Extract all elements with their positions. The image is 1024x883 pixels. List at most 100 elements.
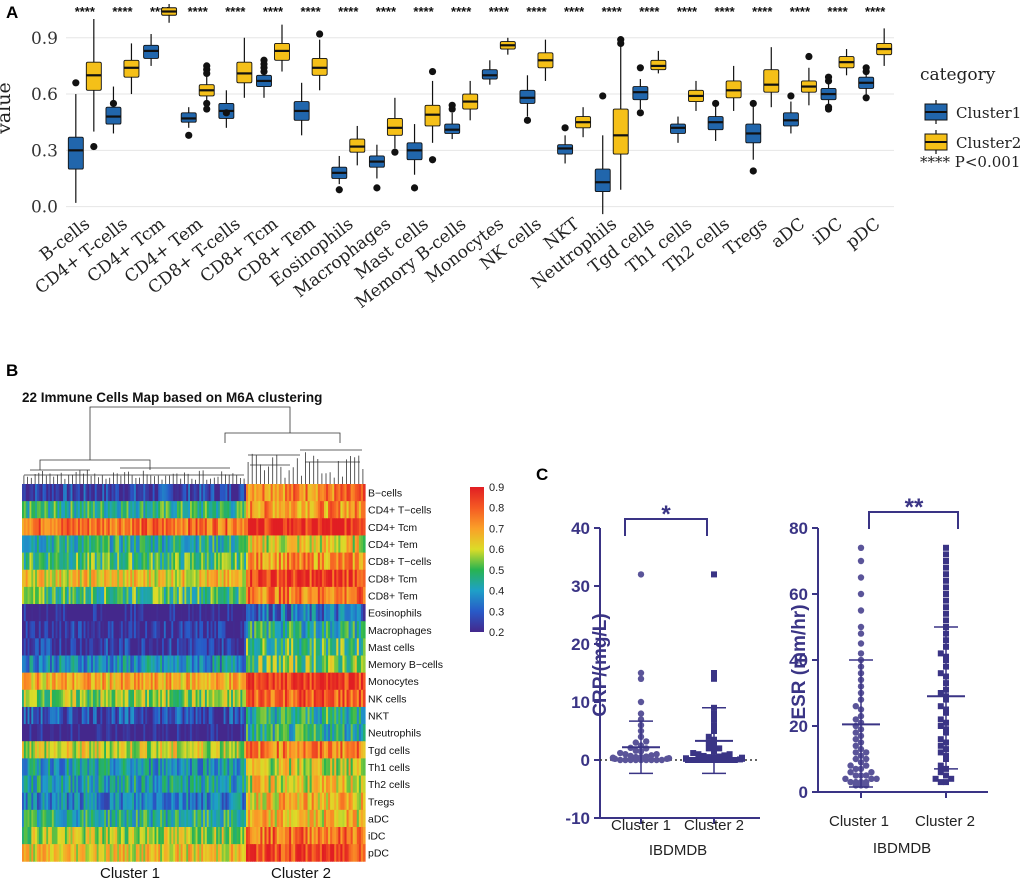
heatmap-cell (55, 809, 59, 828)
heatmap-cell (154, 724, 157, 742)
heatmap-cell (326, 535, 329, 553)
heatmap-cell (158, 792, 161, 811)
heatmap-cell (102, 741, 105, 759)
heatmap-cell (188, 775, 191, 794)
heatmap-cell (358, 552, 362, 571)
heatmap-cell (150, 792, 154, 811)
heatmap-cell (246, 484, 249, 502)
data-point-cluster2 (731, 757, 738, 763)
heatmap-cell (141, 758, 144, 776)
heatmap-cell (219, 501, 223, 519)
heatmap-cell (190, 706, 193, 725)
heatmap-cell (201, 741, 204, 759)
heatmap-cell (66, 792, 70, 811)
heatmap-cell (36, 724, 40, 742)
heatmap-cell (284, 484, 288, 502)
heatmap-cell (165, 724, 169, 742)
heatmap-cell (61, 706, 64, 725)
significance-marker: **** (639, 4, 660, 19)
heatmap-cell (218, 775, 221, 794)
heatmap-cell (36, 484, 40, 502)
heatmap-cell (201, 586, 204, 605)
heatmap-cell (328, 741, 331, 759)
heatmap-cell (193, 706, 197, 725)
heatmap-cell (51, 724, 55, 742)
heatmap-cell (180, 638, 184, 656)
heatmap-cell (208, 792, 212, 811)
heatmap-cell (282, 586, 286, 605)
heatmap-cell (106, 586, 109, 605)
heatmap-cell (225, 809, 228, 828)
heatmap-cell (122, 792, 126, 811)
heatmap-cell (109, 604, 113, 622)
heatmap-cell (216, 809, 219, 828)
heatmap-cell (68, 706, 72, 725)
heatmap-cell (256, 604, 259, 622)
heatmap-cell (92, 724, 96, 742)
heatmap-cell (145, 792, 148, 811)
heatmap-cell (162, 501, 165, 519)
heatmap-cell (109, 809, 113, 828)
heatmap-cell (137, 775, 141, 794)
heatmap-cell (348, 621, 352, 639)
heatmap-cell (338, 586, 341, 605)
heatmap-cell (336, 569, 339, 588)
heatmap-cell (208, 827, 212, 845)
heatmap-cell (199, 844, 202, 862)
heatmap-cell (231, 586, 234, 605)
heatmap-cell (79, 844, 83, 862)
heatmap-cell (102, 569, 105, 588)
heatmap-cell (165, 586, 169, 605)
heatmap-cell (262, 655, 266, 674)
heatmap-cell (352, 604, 356, 622)
heatmap-cell (221, 501, 225, 519)
heatmap-cell (248, 741, 251, 759)
heatmap-cell (35, 741, 38, 759)
heatmap-cell (61, 586, 64, 605)
heatmap-cell (295, 827, 298, 845)
heatmap-cell (162, 706, 165, 725)
box-cluster2-20 (838, 49, 855, 76)
heatmap-cell (276, 552, 280, 571)
heatmap-cell (313, 655, 317, 674)
heatmap-cell (72, 672, 75, 691)
data-point-cluster1 (863, 778, 870, 786)
heatmap-cell (352, 706, 356, 725)
heatmap-cell (218, 501, 221, 519)
heatmap-cell (282, 535, 286, 553)
heatmap-cell (301, 655, 305, 674)
heatmap-cell (81, 518, 85, 536)
heatmap-cell (344, 484, 348, 502)
heatmap-cell (169, 638, 172, 656)
heatmap-cell (64, 672, 68, 691)
heatmap-cell (74, 552, 77, 571)
heatmap-cell (117, 535, 120, 553)
heatmap-cell (315, 552, 319, 571)
significance-marker: **** (376, 4, 397, 19)
heatmap-cell (145, 758, 148, 776)
heatmap-cell (240, 809, 243, 828)
heatmap-cell (287, 535, 290, 553)
heatmap-cell (240, 827, 243, 845)
heatmap-cell (25, 844, 29, 862)
outlier-point (862, 94, 870, 102)
heatmap-cell (162, 758, 165, 776)
heatmap-cell (167, 638, 171, 656)
heatmap-cell (278, 655, 282, 674)
heatmap-cell (227, 689, 230, 708)
heatmap-cell (328, 775, 331, 794)
heatmap-cell (33, 604, 36, 622)
heatmap-cell (115, 586, 118, 605)
heatmap-cell (51, 689, 55, 708)
crp-y-label: CRP/(mg/L) (590, 613, 611, 716)
heatmap-cell (33, 827, 36, 845)
heatmap-cell (258, 638, 261, 656)
heatmap-cell (338, 792, 341, 811)
heatmap-cell (195, 638, 199, 656)
heatmap-cell (334, 638, 337, 656)
heatmap-cell (50, 518, 53, 536)
heatmap-cell (319, 775, 323, 794)
heatmap-cell (83, 501, 87, 519)
heatmap-cell (321, 809, 325, 828)
heatmap-cell (260, 809, 264, 828)
